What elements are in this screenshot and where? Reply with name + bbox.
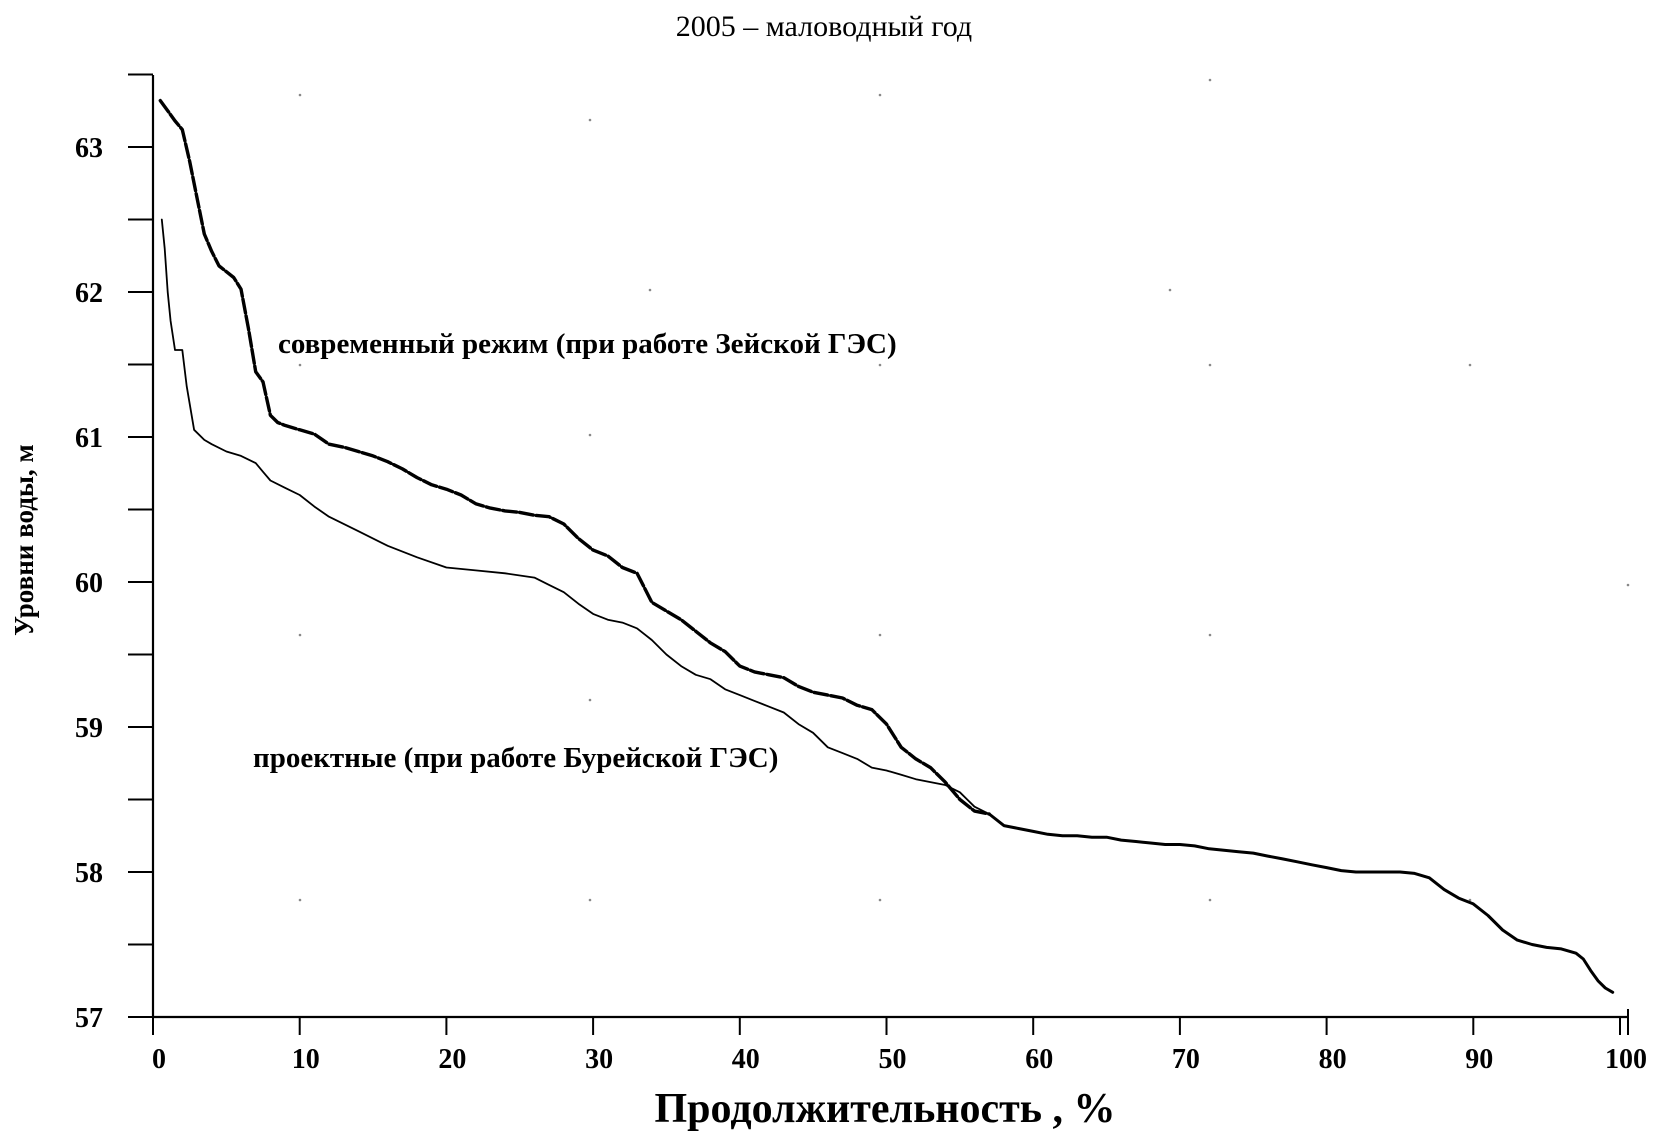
x-tick-label: 0 [152,1044,166,1075]
x-tick-label: 20 [438,1044,466,1075]
x-tick-label: 40 [732,1044,760,1075]
scan-speck [588,698,592,702]
scan-speck [588,118,592,122]
y-tick-label: 59 [75,713,103,744]
scan-speck [878,898,882,902]
y-tick-label: 58 [75,858,103,889]
y-tick-label: 62 [75,278,103,309]
x-tick-label: 30 [585,1044,613,1075]
series-line-2 [987,812,1615,994]
scan-speck [1626,583,1630,587]
scan-speck [1208,78,1212,82]
y-tick-label: 61 [75,423,103,454]
x-axis-label: Продолжительность , % [655,1086,1116,1132]
y-tick-label: 63 [75,133,103,164]
x-tick-label: 60 [1025,1044,1053,1075]
y-axis-label: Уровни воды, м [9,444,39,636]
scan-speck [878,633,882,637]
scan-speck [1208,898,1212,902]
x-tick-label: 80 [1319,1044,1347,1075]
scan-speck [298,633,302,637]
scan-speck [878,93,882,97]
scan-speck [1468,898,1472,902]
background-specks [298,78,1630,902]
series-annotation: проектные (при работе Бурейской ГЭС) [253,742,778,774]
scan-speck [298,93,302,97]
scan-speck [1168,288,1172,292]
annotations: современный режим (при работе Зейской ГЭ… [253,328,897,774]
series-lines [158,98,1615,994]
chart-title: 2005 – маловодный год [676,10,972,43]
axes: 57 58 59 60 61 62 63 0 10 20 30 40 50 60 70 80 90 100 [75,73,1647,1075]
scan-speck [878,363,882,367]
x-tick-label: 90 [1465,1044,1493,1075]
scan-speck [1468,363,1472,367]
series-line-0 [158,98,991,816]
scan-speck [298,898,302,902]
x-tick-label: 70 [1172,1044,1200,1075]
scan-speck [588,898,592,902]
x-tick-label: 50 [879,1044,907,1075]
scan-speck [588,433,592,437]
y-tick-label: 60 [75,568,103,599]
scan-speck [298,363,302,367]
scan-speck [1208,633,1212,637]
scan-speck [1208,363,1212,367]
x-tick-label: 10 [292,1044,320,1075]
series-annotation: современный режим (при работе Зейской ГЭ… [278,328,897,360]
scan-speck [648,288,652,292]
y-tick-label: 57 [75,1003,103,1034]
series-line-1 [160,218,991,815]
x-tick-label: 100 [1605,1044,1647,1075]
